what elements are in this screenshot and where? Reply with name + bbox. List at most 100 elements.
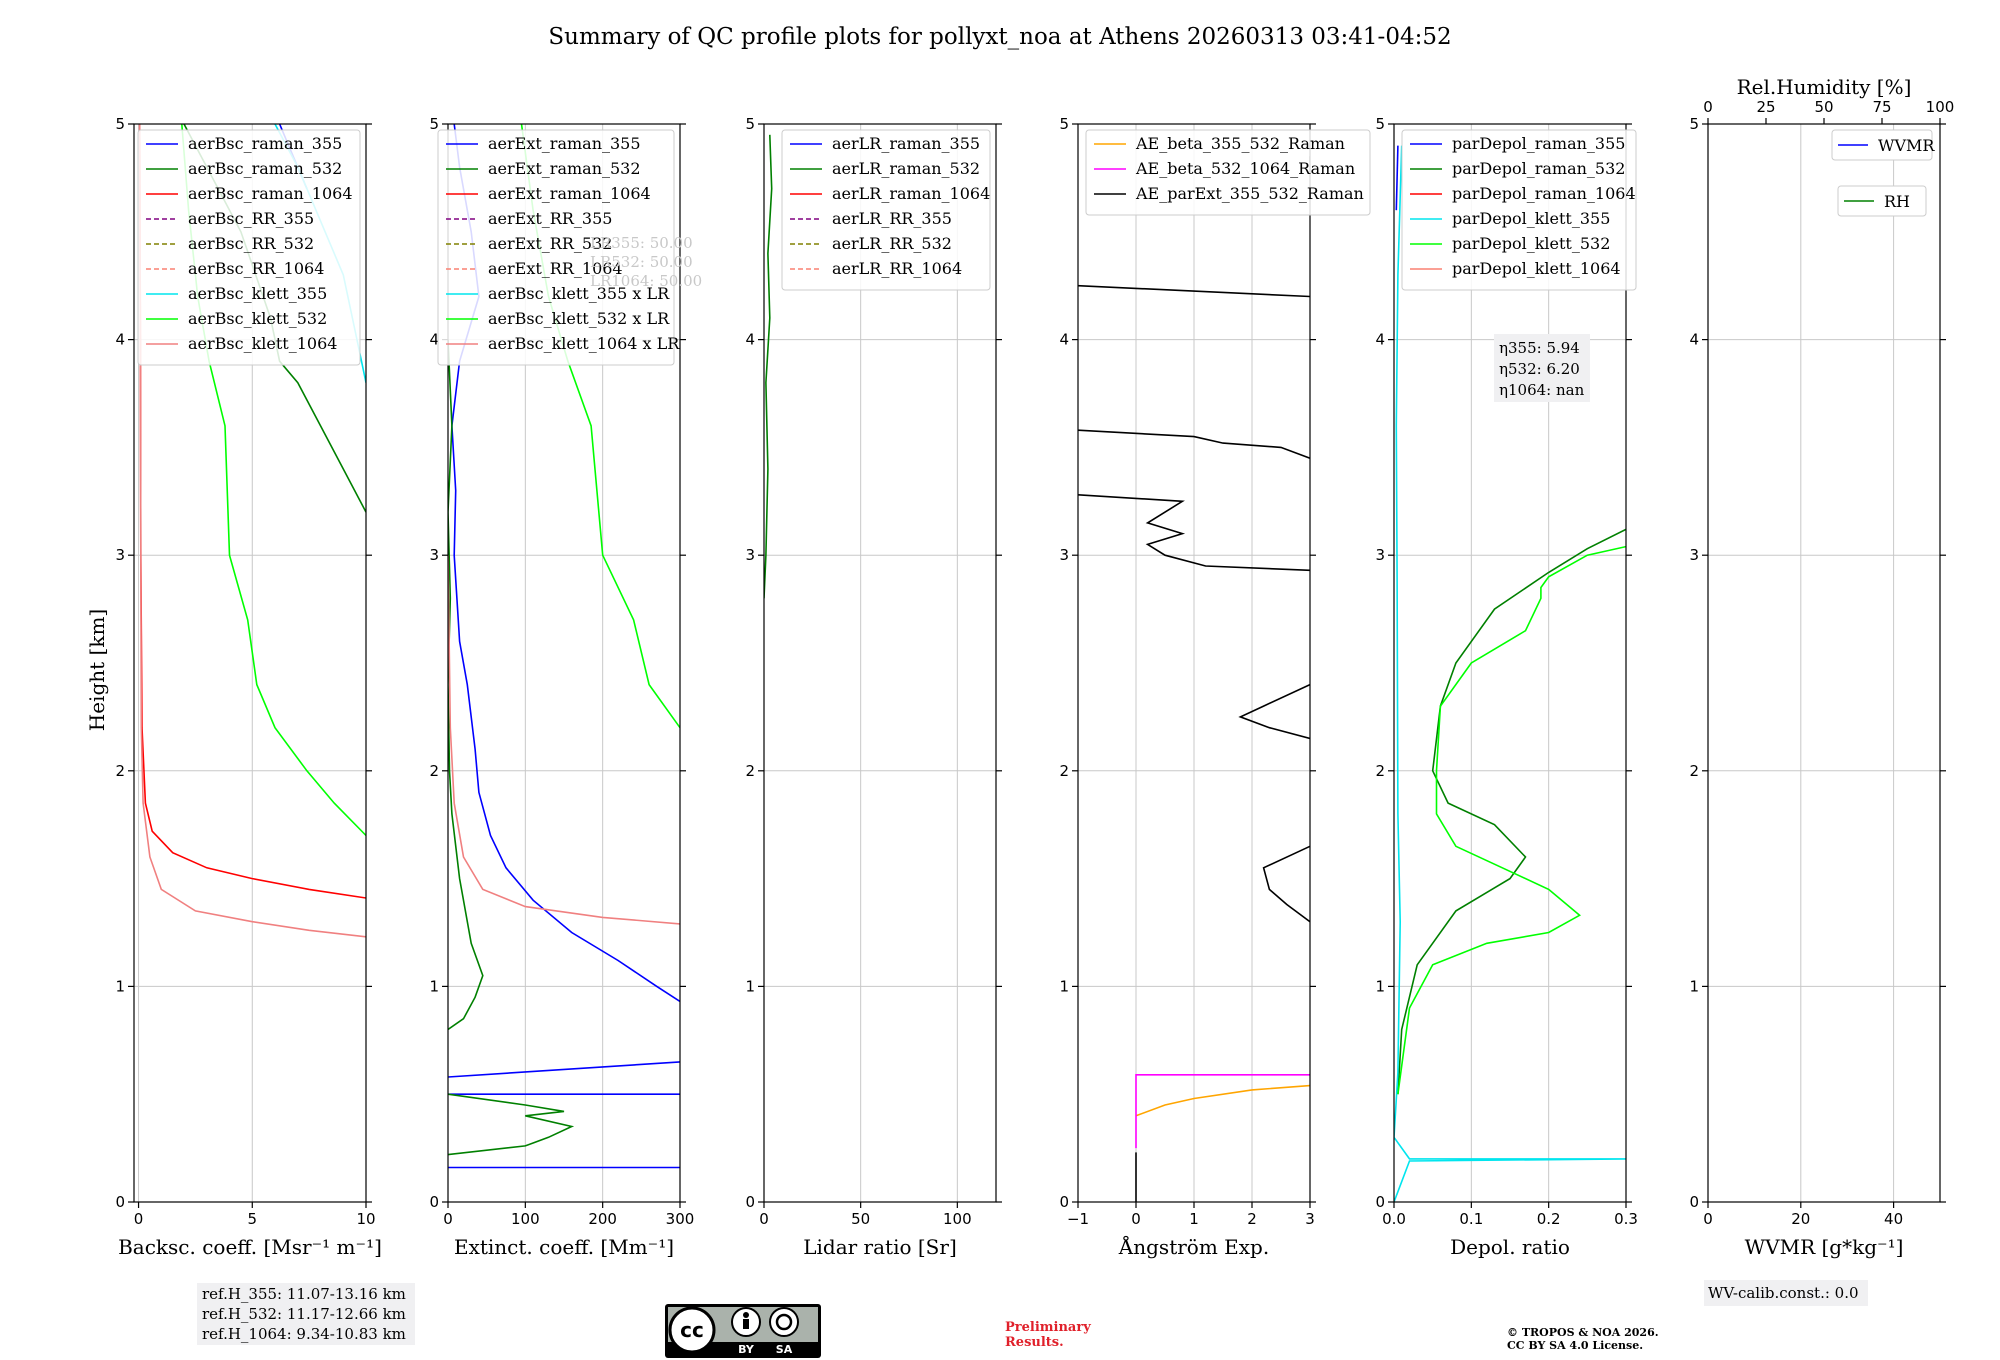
legend-WVMR: WVMR — [1831, 129, 1935, 161]
series-aeA — [1078, 429, 1310, 459]
legend: aerLR_raman_355 aerLR_raman_532 aerLR_rama… — [781, 129, 991, 291]
cc-license-logo: cc BY SA — [665, 1304, 821, 1358]
legend-label: parDepol_klett_532 — [1452, 234, 1610, 253]
series-aeB — [1078, 494, 1310, 572]
top-x-tick-label: 75 — [1872, 98, 1891, 116]
y-tick-label: 4 — [115, 331, 125, 349]
x-tick-label: 20 — [1791, 1210, 1810, 1228]
legend-frame — [1085, 129, 1371, 216]
y-tick-label: 5 — [115, 115, 125, 133]
legend-label: aerExt_raman_532 — [488, 159, 641, 178]
refh-355: ref.H_355: 11.07-13.16 km — [202, 1285, 406, 1303]
legend-frame — [1401, 129, 1637, 291]
top-x-tick-label: 100 — [1926, 98, 1955, 116]
svg-text:cc: cc — [680, 1318, 704, 1342]
y-tick-label: 3 — [1059, 546, 1069, 564]
y-tick-label: 3 — [115, 546, 125, 564]
legend-label: parDepol_klett_355 — [1452, 209, 1610, 228]
refh-1064: ref.H_1064: 9.34-10.83 km — [202, 1325, 406, 1343]
y-tick-label: 4 — [1059, 331, 1069, 349]
series-parDepol_raman_532 — [1397, 528, 1626, 1095]
x-axis-label: Depol. ratio — [1450, 1235, 1570, 1259]
svg-text:SA: SA — [776, 1343, 793, 1356]
legend-label: aerBsc_klett_532 x LR — [488, 309, 670, 328]
panel-ext: 0 100 200 300 0 1 2 3 4 5 Extinct. coeff. [Mm⁻¹] ae… — [429, 115, 702, 1259]
legend-frame — [1831, 129, 1933, 161]
eta-box — [1494, 334, 1590, 402]
legend-label: aerLR_raman_532 — [832, 159, 980, 178]
series-aerExt_raman_532 — [448, 339, 484, 1031]
x-axis-label: Lidar ratio [Sr] — [803, 1235, 957, 1259]
x-axis-label: Backsc. coeff. [Msr⁻¹ m⁻¹] — [118, 1235, 382, 1259]
legend-label: RH — [1884, 192, 1910, 211]
legend-label: aerExt_raman_1064 — [488, 184, 651, 203]
x-tick-label: 5 — [248, 1210, 258, 1228]
y-tick-label: 1 — [429, 977, 439, 995]
results-label: Results. — [1005, 1335, 1064, 1350]
y-tick-label: 2 — [1059, 762, 1069, 780]
lr-annotation: LR532: 50.00 — [590, 253, 693, 271]
legend-label: aerExt_RR_1064 — [488, 259, 623, 278]
top-x-tick-label: 25 — [1756, 98, 1775, 116]
series-AE_beta_532_1064_Raman — [1135, 1074, 1310, 1149]
series-AE_parExt_355_532_Raman — [1078, 284, 1310, 298]
y-tick-label: 0 — [1059, 1193, 1069, 1211]
legend-label: parDepol_klett_1064 — [1452, 259, 1621, 278]
x-tick-label: 40 — [1884, 1210, 1903, 1228]
lr-annotation: LR1064: 50.00 — [590, 272, 702, 290]
y-tick-label: 0 — [1689, 1193, 1699, 1211]
legend-label: AE_parExt_355_532_Raman — [1135, 184, 1364, 203]
series-aeC — [1238, 683, 1310, 740]
legend-label: aerBsc_raman_1064 — [188, 184, 353, 203]
series-aerBsc_klett_1064 x LR — [448, 555, 680, 925]
legend-label: aerLR_RR_355 — [832, 209, 952, 228]
x-tick-label: 300 — [666, 1210, 695, 1228]
eta-line: η355: 5.94 — [1499, 339, 1580, 357]
series-aerLR_raman_532 — [764, 134, 773, 599]
x-tick-label: 100 — [511, 1210, 540, 1228]
y-tick-label: 4 — [745, 331, 755, 349]
top-x-tick-label: 0 — [1703, 98, 1713, 116]
x-tick-label: −1 — [1067, 1210, 1089, 1228]
x-tick-label: 0.2 — [1537, 1210, 1561, 1228]
y-tick-label: 3 — [1375, 546, 1385, 564]
y-tick-label: 1 — [745, 977, 755, 995]
y-tick-label: 3 — [1689, 546, 1699, 564]
legend-label: aerBsc_RR_532 — [188, 234, 314, 253]
y-tick-label: 1 — [1689, 977, 1699, 995]
legend-label: aerBsc_klett_355 x LR — [488, 284, 670, 303]
legend: AE_beta_355_532_Raman AE_beta_532_1064_Ra… — [1085, 129, 1371, 216]
top-x-tick-label: 50 — [1814, 98, 1833, 116]
legend-frame — [1837, 185, 1927, 217]
legend-label: aerBsc_RR_355 — [188, 209, 314, 228]
panel-bsc: 0 5 10 0 1 2 3 4 5 Backsc. coeff. [Msr⁻¹ m⁻¹] aerB… — [115, 115, 381, 1259]
legend-label: aerBsc_klett_355 — [188, 284, 327, 303]
x-axis-label: Ångström Exp. — [1118, 1234, 1269, 1259]
eta-line: η1064: nan — [1499, 381, 1585, 399]
x-tick-label: 3 — [1305, 1210, 1315, 1228]
legend-label: aerBsc_raman_355 — [188, 134, 342, 153]
x-tick-label: 0 — [443, 1210, 453, 1228]
axes-frame — [763, 123, 997, 1203]
y-tick-label: 5 — [745, 115, 755, 133]
axes-frame — [133, 123, 367, 1203]
x-tick-label: 50 — [851, 1210, 870, 1228]
wv-calib-box — [1704, 1280, 1868, 1306]
panel-wv: 0 25 50 75 100 Rel.Humidity [%] 0 20 40 0 1 2 3 4 5 WVM… — [1689, 75, 1954, 1259]
legend-label: AE_beta_355_532_Raman — [1135, 134, 1345, 153]
y-tick-label: 0 — [115, 1193, 125, 1211]
series-aeD — [1262, 845, 1310, 923]
legend-label: aerLR_raman_355 — [832, 134, 980, 153]
legend: aerExt_raman_355 aerExt_raman_532 aerExt_r… — [437, 129, 680, 366]
x-tick-label: 0.3 — [1614, 1210, 1638, 1228]
axes-frame — [1707, 123, 1941, 1203]
y-tick-label: 5 — [1059, 115, 1069, 133]
y-tick-label: 1 — [115, 977, 125, 995]
legend-label: aerLR_RR_1064 — [832, 259, 962, 278]
legend-label: WVMR — [1878, 136, 1935, 155]
legend-label: aerBsc_raman_532 — [188, 159, 342, 178]
x-tick-label: 0.1 — [1459, 1210, 1483, 1228]
series-ext355_lowA — [448, 1061, 680, 1078]
y-tick-label: 0 — [429, 1193, 439, 1211]
